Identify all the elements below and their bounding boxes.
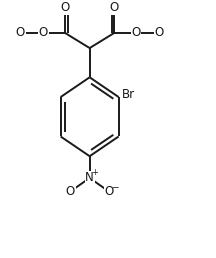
Text: −: − — [111, 182, 119, 191]
Text: O: O — [39, 26, 48, 39]
Text: N: N — [85, 171, 94, 184]
Text: +: + — [92, 168, 98, 177]
Text: O: O — [154, 26, 164, 39]
Text: O: O — [132, 26, 141, 39]
Text: O: O — [110, 1, 119, 14]
Text: O: O — [16, 26, 25, 39]
Text: O: O — [66, 185, 75, 198]
Text: O: O — [105, 185, 114, 198]
Text: Br: Br — [122, 88, 135, 101]
Text: O: O — [60, 1, 69, 14]
